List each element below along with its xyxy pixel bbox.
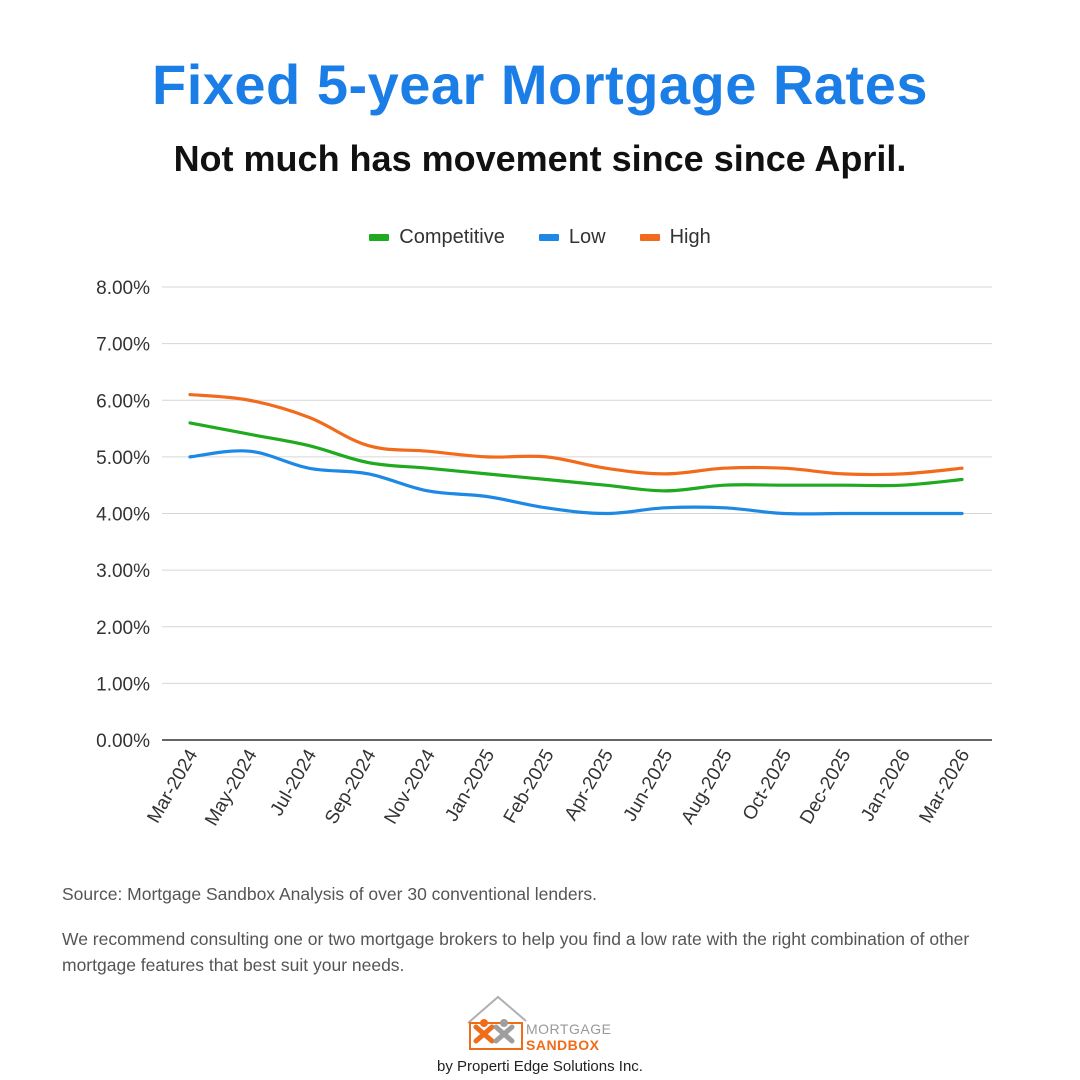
legend-swatch-high [639,234,660,241]
logo-person-body-2 [493,1024,515,1044]
y-tick-label: 6.00% [96,391,150,412]
x-tick-label: Feb-2025 [500,746,559,827]
x-tick-label: Apr-2025 [561,746,618,824]
series-line-low [188,449,964,516]
x-tick-label: Mar-2024 [143,746,202,827]
legend-label-competitive: Competitive [399,226,505,248]
legend-item-low: Low [538,226,606,249]
logo-text-mortgage: MORTGAGE [526,1021,612,1037]
chart-subtitle: Not much has movement since since April. [173,138,907,179]
recommendation-note: We recommend consulting one or two mortg… [62,929,970,975]
x-tick-label: Sep-2024 [321,746,381,828]
x-tick-label: May-2024 [201,746,262,830]
x-tick-label: Aug-2025 [677,746,736,828]
logo-house-frame [469,1022,523,1050]
legend-label-low: Low [568,226,606,248]
x-tick-label: Jan-2025 [441,746,499,825]
y-tick-label: 2.00% [96,618,150,639]
chart-title: Fixed 5-year Mortgage Rates [152,53,928,116]
logo-person-icon-2 [500,1019,508,1027]
series-line-high [188,392,964,477]
legend-swatch-competitive [369,234,390,241]
legend-swatch-low [538,234,559,241]
x-tick-label: Jun-2025 [620,746,678,825]
logo-person-icon [480,1019,488,1027]
logo-person-body [473,1024,495,1044]
legend-item-competitive: Competitive [369,226,505,249]
x-tick-label: Jul-2024 [266,746,321,820]
y-tick-label: 7.00% [96,335,150,356]
line-chart: 0.00% 1.00% 2.00% 3.00% 4.00% 5.00% 6.00% 7.00%… [96,278,992,830]
y-tick-label: 3.00% [96,561,150,582]
chart-legend: Competitive Low High [0,226,1080,249]
x-tick-label: Nov-2024 [380,746,440,828]
y-tick-label: 5.00% [96,448,150,469]
mortgage-sandbox-logo [467,995,527,1050]
company-byline: by Properti Edge Solutions Inc. [437,1058,643,1075]
legend-item-high: High [639,226,711,249]
y-tick-label: 0.00% [96,731,150,752]
x-tick-label: Oct-2025 [739,746,796,824]
legend-label-high: High [669,226,711,248]
logo-text-sandbox: SANDBOX [526,1037,600,1053]
y-tick-label: 8.00% [96,278,150,299]
logo-roof-icon [467,995,527,1024]
x-tick-label: Mar-2026 [915,746,974,827]
source-note: Source: Mortgage Sandbox Analysis of ove… [62,884,598,904]
x-tick-label: Dec-2025 [796,746,855,828]
x-tick-label: Jan-2026 [857,746,915,825]
y-tick-label: 1.00% [96,674,150,695]
y-tick-label: 4.00% [96,505,150,526]
series-line-competitive [188,421,964,493]
